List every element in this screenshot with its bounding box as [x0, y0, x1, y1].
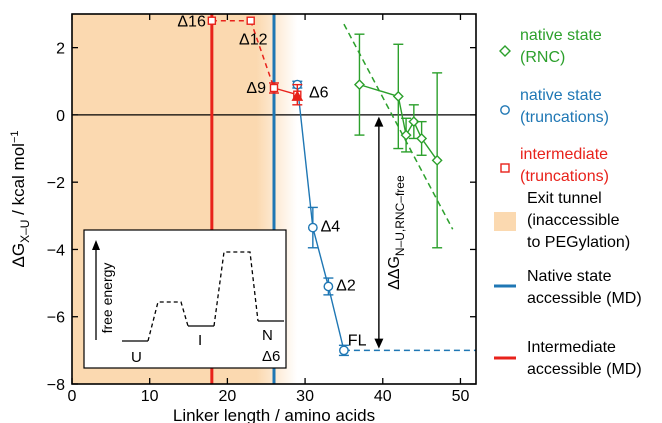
label-delta6: Δ6: [262, 348, 280, 365]
label-delta12: Δ12: [239, 32, 268, 49]
legend: native state (RNC) native state (truncat…: [494, 27, 642, 378]
x-tick-label-10: 10: [141, 388, 159, 405]
rnc-point-5: [431, 154, 443, 166]
label-delta2: Δ2: [336, 277, 356, 294]
label-fl: FL: [348, 332, 367, 349]
y-axis-label: ΔGX–U / kcal mol−1: [9, 130, 32, 267]
rnc-fit-line: [343, 23, 454, 230]
intermediate-triangle-marker: [291, 90, 304, 101]
rnc-point-0: [353, 79, 365, 91]
y-tick-label-1: 0: [56, 108, 65, 125]
legend-intermediate-line1: intermediate: [520, 146, 608, 163]
native-point-1: [307, 222, 318, 233]
native-connect-line: [296, 84, 345, 351]
legend-intermediate-md-line1: Intermediate: [527, 339, 616, 356]
legend-marker-native: [500, 105, 510, 115]
legend-native-md-line1: Native state: [527, 268, 612, 285]
inset-arrowhead: [92, 240, 100, 250]
rnc-point-2: [400, 129, 412, 141]
rnc-connect-line: [359, 83, 438, 161]
legend-native-line1: native state: [520, 87, 602, 104]
x-tick-label-20: 20: [218, 388, 236, 405]
legend-intermediate-line2: (truncations): [520, 168, 609, 185]
legend-intermediate-md-line2: accessible (MD): [527, 361, 642, 378]
legend-tunnel-line3: to PEGylation): [527, 234, 630, 251]
ddg-arrowhead-bottom: [374, 338, 384, 349]
y-tick-label-2: −2: [47, 175, 65, 192]
energy-diagram-inset: free energy U I N Δ6: [83, 229, 287, 369]
y-tick-label-3: −4: [47, 242, 65, 259]
y-tick-label-4: −6: [47, 310, 65, 327]
ddg-arrowhead-top: [374, 116, 384, 127]
label-u: U: [131, 349, 142, 366]
intermediate-point-0: [207, 16, 217, 25]
intermediate-point-1: [246, 16, 255, 25]
native-point-2: [323, 281, 334, 292]
legend-rnc-line1: native state: [520, 27, 602, 44]
label-i: I: [198, 332, 202, 349]
x-tick-label-0: 0: [68, 388, 77, 405]
rnc-point-1: [392, 90, 404, 102]
intermediate-point-2: [269, 83, 279, 93]
barrier-u-i: [147, 301, 189, 342]
intermediate-dash-drop: [249, 20, 275, 89]
inset-ylabel: free energy: [99, 263, 115, 334]
legend-marker-rnc: [499, 45, 511, 57]
legend-native-line2: (truncations): [520, 109, 609, 126]
native-point-3: [339, 345, 349, 356]
inset-frame: [83, 229, 287, 369]
y-tick-label-5: −8: [47, 377, 65, 394]
ddg-label: ΔΔGN–U,RNC–free: [386, 175, 407, 290]
barrier-i-n: [213, 251, 259, 327]
label-n: N: [262, 327, 273, 344]
x-tick-label-50: 50: [452, 388, 470, 405]
rnc-point-3: [408, 116, 420, 128]
x-axis-label: Linker length / amino acids: [173, 406, 375, 423]
label-delta16: Δ16: [177, 14, 206, 31]
label-delta4: Δ4: [321, 219, 341, 236]
legend-rnc-line2: (RNC): [520, 49, 565, 66]
legend-tunnel-swatch: [494, 212, 516, 231]
legend-tunnel-line2: (inaccessible: [527, 212, 620, 229]
label-delta6: Δ6: [309, 85, 329, 102]
plot-frame: [71, 13, 477, 385]
x-tick-label-30: 30: [296, 388, 314, 405]
label-delta9: Δ9: [246, 80, 266, 97]
legend-marker-intermediate: [500, 163, 510, 173]
legend-native-md-line2: accessible (MD): [527, 290, 642, 307]
legend-tunnel-line1: Exit tunnel: [527, 190, 602, 207]
rnc-point-4: [416, 132, 428, 144]
y-tick-label-0: 2: [56, 41, 65, 58]
x-tick-label-40: 40: [374, 388, 392, 405]
